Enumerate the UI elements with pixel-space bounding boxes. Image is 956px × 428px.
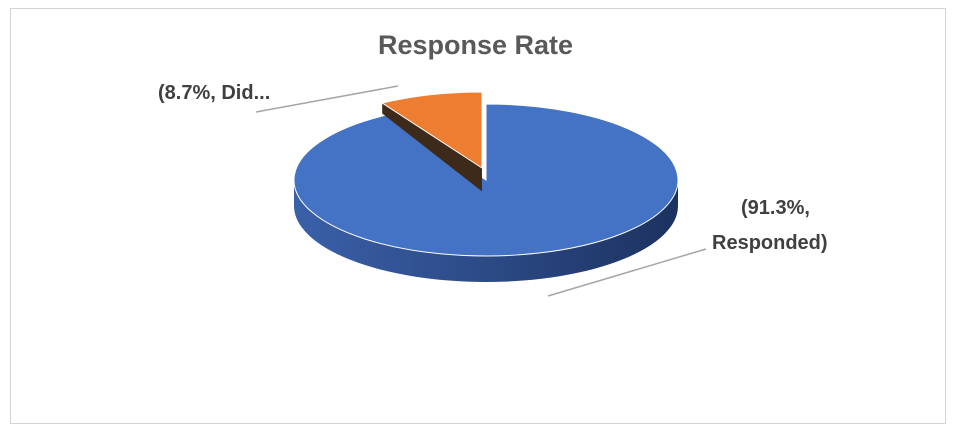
pie-slice-responded (293, 103, 679, 257)
pie-slice-side-did (382, 103, 482, 192)
data-label-responded-name: Responded) (712, 232, 828, 254)
leader-line-did (255, 85, 399, 113)
data-label-responded-value: (91.3%, (741, 197, 810, 219)
leader-line-responded (547, 248, 707, 297)
pie-slice-did (380, 91, 483, 169)
chart-title: Response Rate (378, 30, 574, 60)
pie-slice-side-responded (294, 180, 678, 282)
data-label-did: (8.7%, Did... (158, 82, 271, 104)
